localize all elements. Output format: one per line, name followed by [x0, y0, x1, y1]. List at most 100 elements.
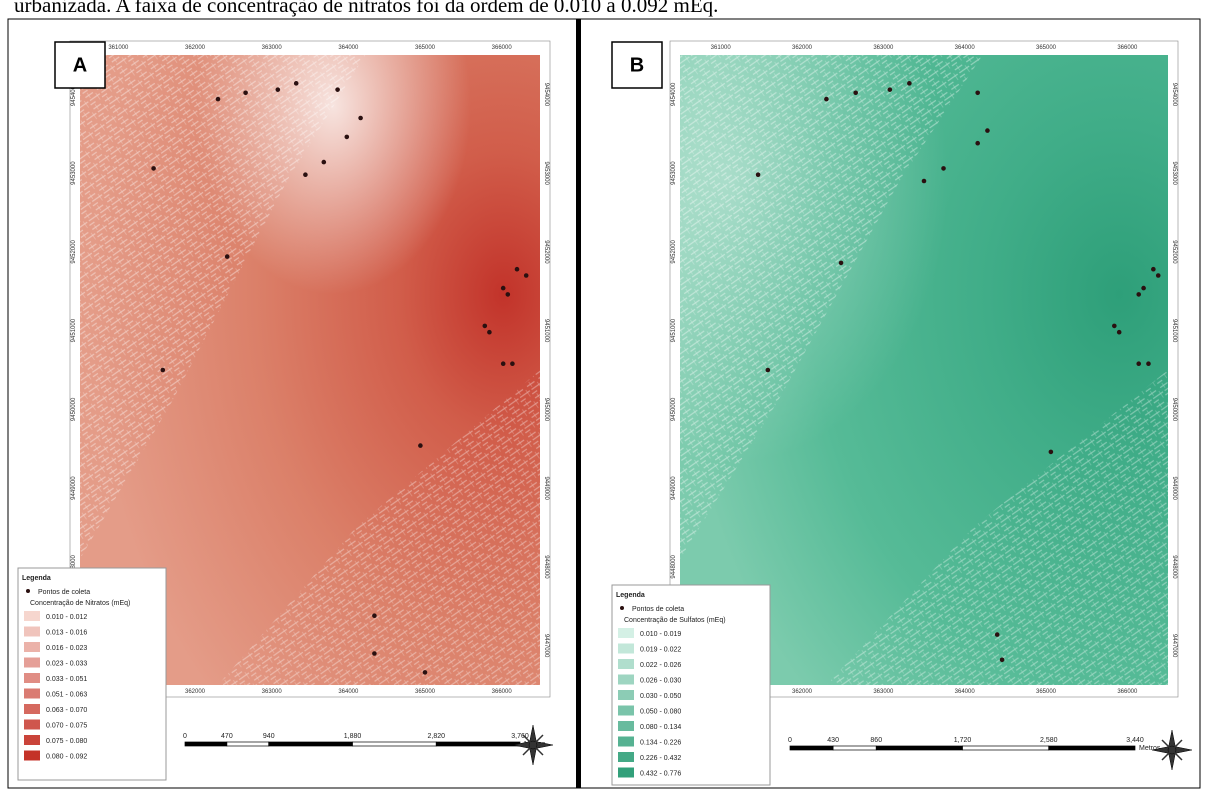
sample-point	[1156, 273, 1161, 278]
x-coord: 362000	[185, 689, 206, 695]
legend-title: Legenda	[22, 575, 51, 582]
legend-class: 0.070 - 0.075	[46, 723, 87, 730]
sample-point	[487, 330, 492, 335]
y-coord: 9453000	[543, 161, 549, 185]
legend-class: 0.019 - 0.022	[640, 647, 681, 654]
sample-point	[372, 613, 377, 618]
sample-point	[322, 160, 327, 165]
y-coord: 9451000	[71, 318, 77, 342]
sample-point	[985, 128, 990, 133]
sample-point	[345, 135, 350, 140]
scale-tick: 430	[827, 737, 839, 744]
legend-swatch	[24, 673, 40, 683]
y-coord: 9451000	[1171, 319, 1177, 343]
scale-tick: 940	[263, 733, 275, 740]
sample-point	[922, 179, 927, 184]
sample-point	[372, 651, 377, 656]
x-coord: 366000	[1117, 45, 1138, 51]
sample-point	[907, 81, 912, 86]
legend-swatch	[618, 690, 634, 700]
figure: urbanizada. A faixa de concentração de n…	[0, 0, 1209, 789]
caption: urbanizada. A faixa de concentração de n…	[14, 0, 718, 17]
scale-tick: 1,880	[344, 733, 362, 740]
sample-point	[335, 87, 340, 92]
y-coord: 9452000	[543, 240, 549, 264]
sample-point	[418, 443, 423, 448]
legend-swatch	[24, 735, 40, 745]
x-coord: 364000	[338, 689, 359, 695]
legend-title: Legenda	[616, 592, 645, 599]
legend-class: 0.063 - 0.070	[46, 707, 87, 714]
y-coord: 9453000	[71, 161, 77, 185]
legend-swatch	[618, 752, 634, 762]
sample-point	[1049, 450, 1054, 455]
scale-segment	[1049, 746, 1135, 750]
x-coord: 365000	[1036, 45, 1057, 51]
legend-points: Pontos de coleta	[38, 589, 90, 596]
sample-point	[506, 292, 511, 297]
sample-point	[483, 324, 488, 329]
sample-point	[161, 368, 166, 373]
scale-tick: 1,720	[954, 737, 972, 744]
scale-segment	[353, 742, 437, 746]
scale-segment	[876, 746, 962, 750]
scale-tick: 860	[870, 737, 882, 744]
sample-point	[151, 166, 156, 171]
y-coord: 9450000	[543, 398, 549, 422]
sample-point	[1112, 324, 1117, 329]
y-coord: 9448000	[1171, 555, 1177, 579]
legend-class: 0.022 - 0.026	[640, 662, 681, 669]
sample-point	[216, 97, 221, 102]
scale-segment	[269, 742, 353, 746]
y-coord: 9450000	[1171, 398, 1177, 422]
x-coord: 364000	[955, 689, 976, 695]
y-coord: 9452000	[71, 240, 77, 264]
panel-label: B	[630, 54, 644, 76]
legend-swatch	[618, 659, 634, 669]
legend-class: 0.050 - 0.080	[640, 709, 681, 716]
legend-points: Pontos de coleta	[632, 606, 684, 613]
sample-point	[1117, 330, 1122, 335]
legend-class: 0.432 - 0.776	[640, 771, 681, 778]
sample-point	[1136, 292, 1141, 297]
legend-swatch	[24, 642, 40, 652]
legend-class: 0.030 - 0.050	[640, 693, 681, 700]
y-coord: 9449000	[671, 476, 677, 500]
sample-point	[294, 81, 299, 86]
x-coord: 363000	[873, 689, 894, 695]
y-coord: 9452000	[1171, 240, 1177, 264]
legend-class: 0.080 - 0.092	[46, 754, 87, 761]
legend-class: 0.226 - 0.432	[640, 755, 681, 762]
legend-class: 0.023 - 0.033	[46, 661, 87, 668]
y-coord: 9453000	[1171, 161, 1177, 185]
sample-point	[995, 632, 1000, 637]
legend-point	[620, 606, 624, 610]
x-coord: 364000	[955, 45, 976, 51]
sample-point	[975, 91, 980, 96]
legend-class: 0.134 - 0.226	[640, 740, 681, 747]
y-coord: 9450000	[71, 397, 77, 421]
legend-swatch	[618, 737, 634, 747]
legend-swatch	[24, 627, 40, 637]
y-coord: 9449000	[543, 476, 549, 500]
sample-point	[243, 91, 248, 96]
legend-class: 0.026 - 0.030	[640, 678, 681, 685]
y-coord: 9447000	[1171, 634, 1177, 658]
sample-point	[888, 87, 893, 92]
x-coord: 365000	[415, 689, 436, 695]
divider	[576, 19, 581, 788]
legend-swatch	[24, 611, 40, 621]
y-coord: 9451000	[543, 319, 549, 343]
legend-box	[612, 585, 770, 785]
scale-segment	[185, 742, 227, 746]
y-coord: 9450000	[671, 397, 677, 421]
legend-class: 0.013 - 0.016	[46, 630, 87, 637]
sample-point	[510, 361, 515, 366]
sample-point	[1000, 658, 1005, 663]
y-coord: 9447000	[543, 634, 549, 658]
sample-point	[501, 361, 506, 366]
sample-point	[1151, 267, 1156, 272]
legend-point	[26, 589, 30, 593]
x-coord: 366000	[492, 45, 513, 51]
legend-class: 0.080 - 0.134	[640, 724, 681, 731]
